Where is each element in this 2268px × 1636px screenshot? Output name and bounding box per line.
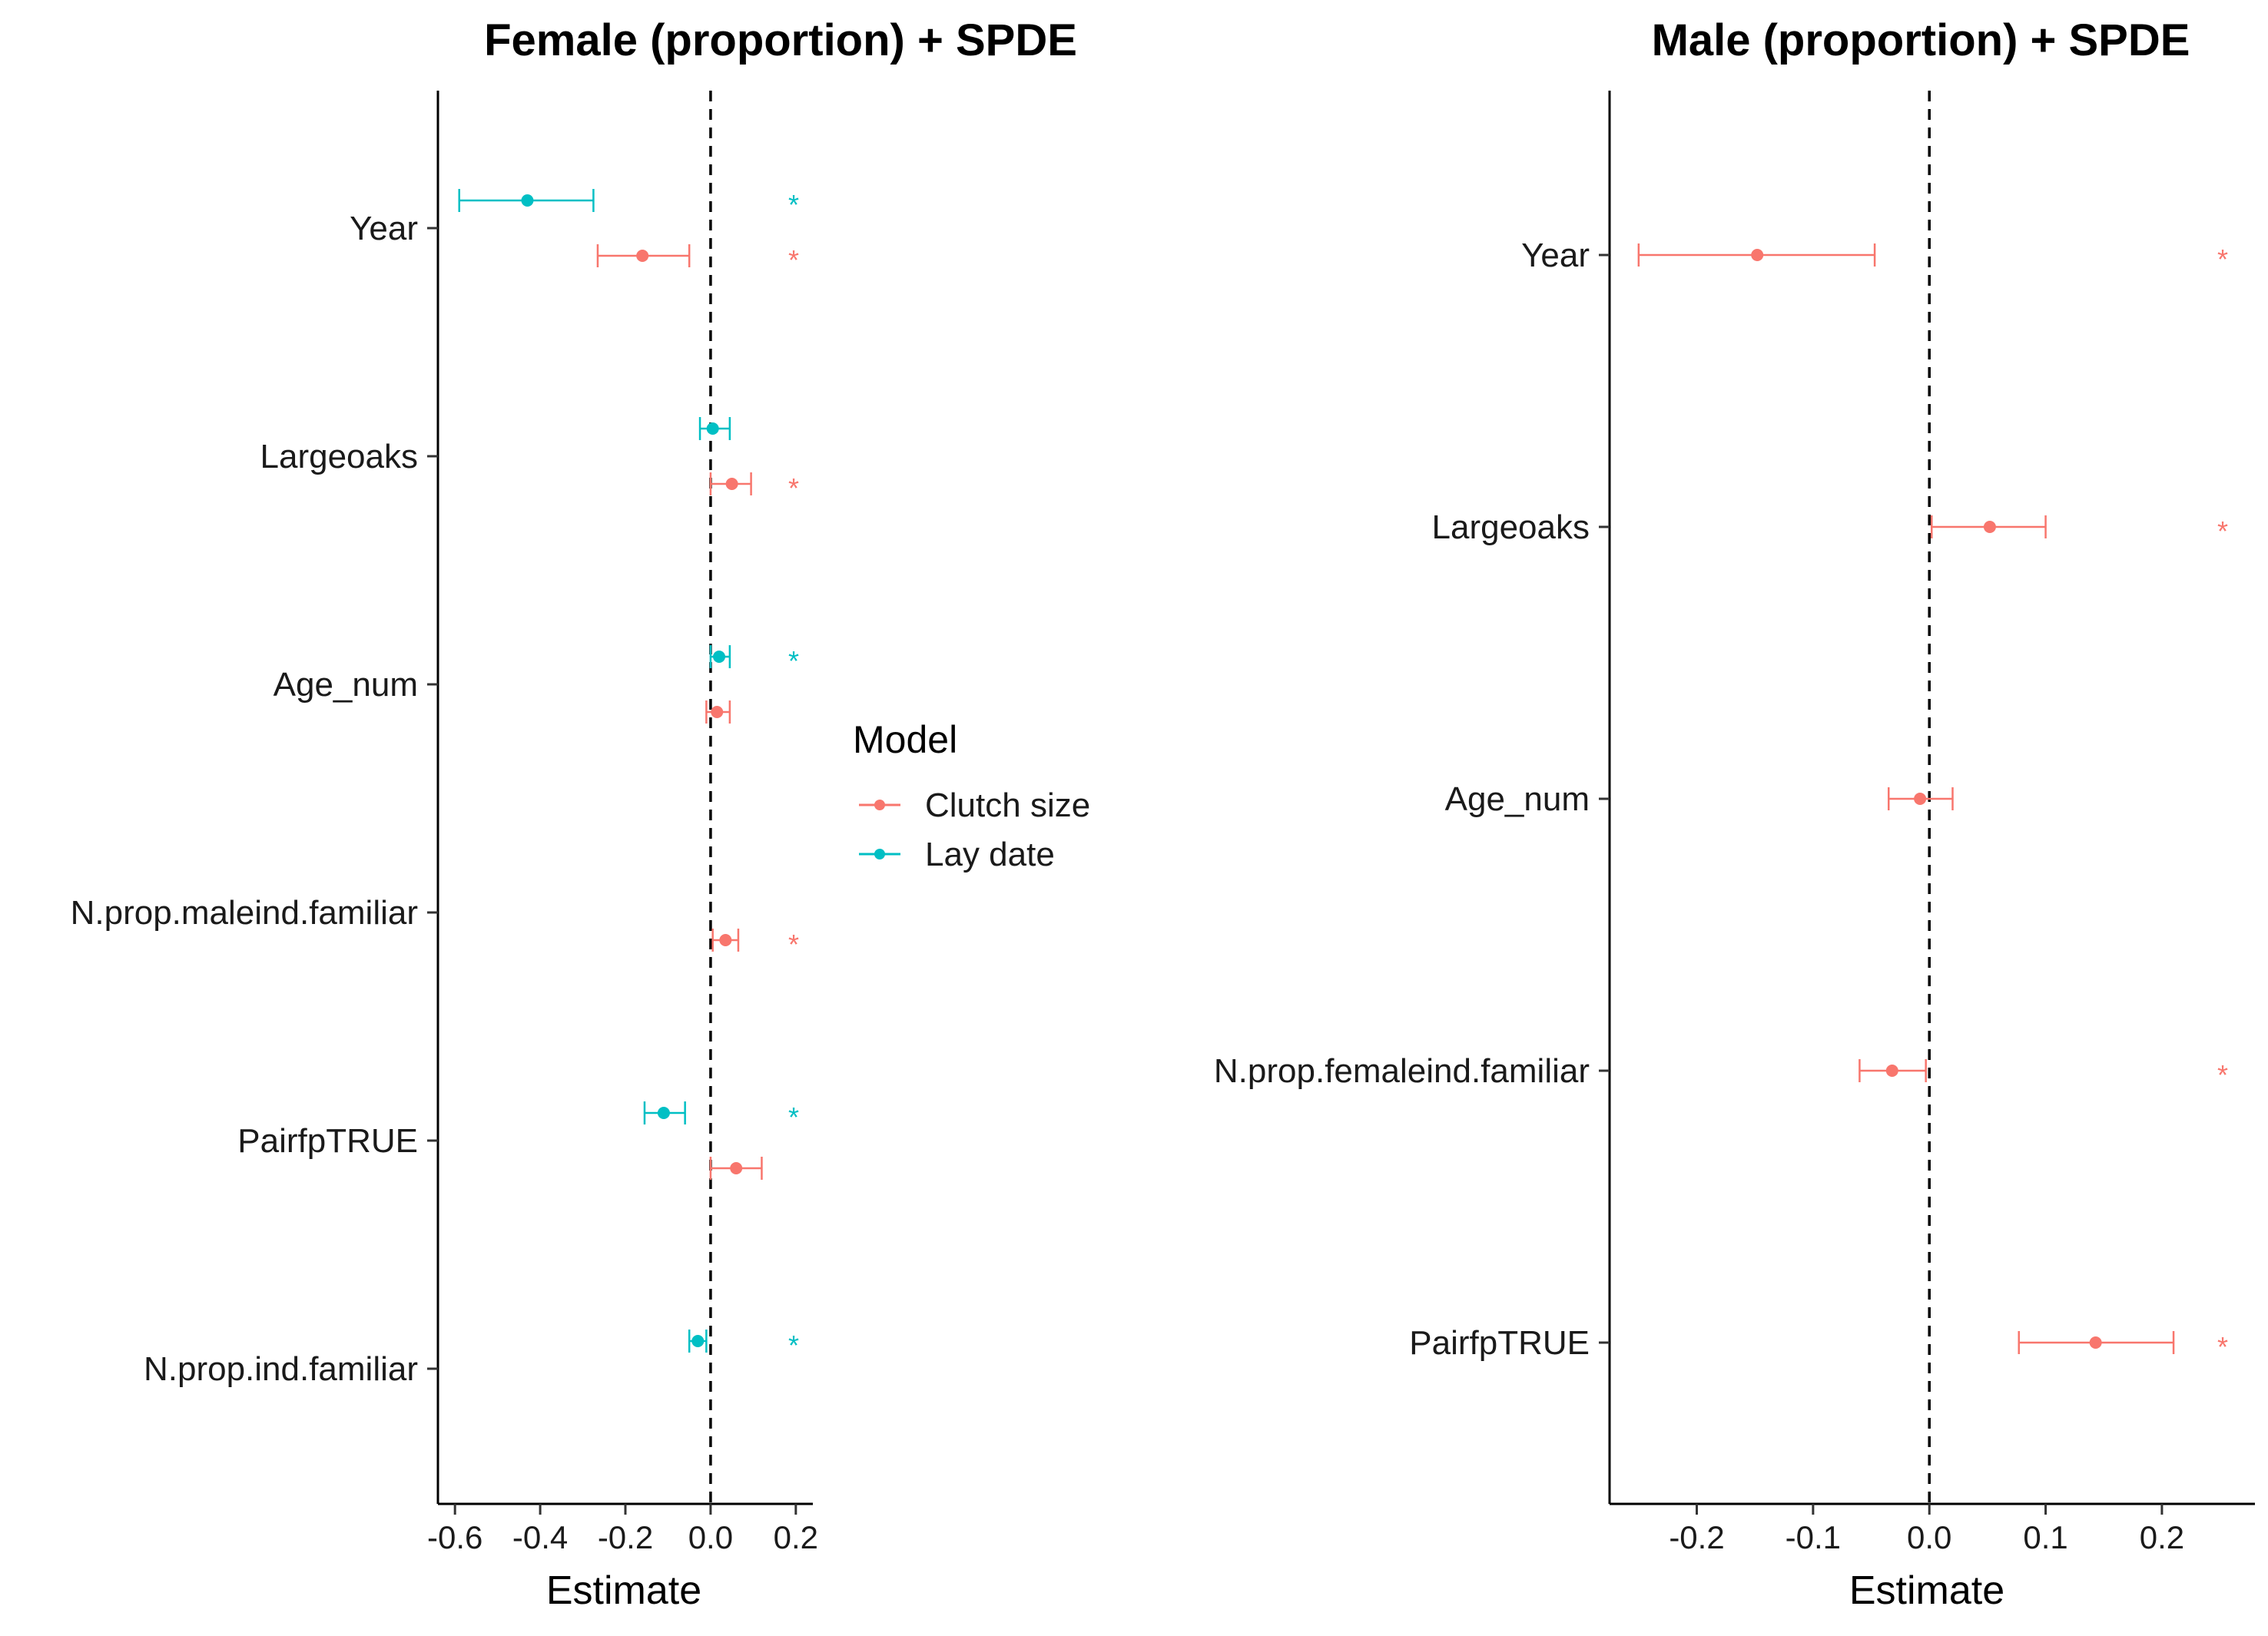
right-x-tick-label: -0.1 — [1786, 1519, 1841, 1555]
left-y-tick-label-n-prop-maleind-familiar: N.prop.maleind.familiar — [71, 894, 418, 932]
left-x-tick-label: -0.6 — [427, 1519, 482, 1555]
right-estimate-point-clutch-size-pairfptrue — [2089, 1336, 2102, 1349]
left-panel-title: Female (proportion) + SPDE — [484, 15, 1077, 65]
right-significance-star: * — [2217, 243, 2228, 275]
legend-label-clutch-size: Clutch size — [925, 787, 1090, 824]
right-estimate-point-clutch-size-n-prop-femaleind-familiar — [1885, 1065, 1898, 1077]
left-estimate-point-lay-date-age-num — [713, 651, 725, 663]
right-y-tick-label-n-prop-femaleind-familiar: N.prop.femaleind.familiar — [1214, 1052, 1590, 1090]
left-estimate-point-lay-date-n-prop-ind-familiar — [691, 1335, 705, 1347]
right-significance-star: * — [2217, 1331, 2228, 1363]
legend: Model Clutch size Lay date — [853, 718, 1090, 873]
left-estimate-point-lay-date-largeoaks — [706, 422, 719, 435]
left-significance-star: * — [788, 929, 799, 960]
left-panel: -0.6 -0.4 -0.2 0.0 0.2 Year Largeoaks Age_num N.… — [71, 91, 818, 1555]
left-significance-star: * — [788, 645, 799, 677]
left-series-clutch-size: * * * — [596, 244, 799, 1180]
right-panel-title: Male (proportion) + SPDE — [1652, 15, 2190, 65]
left-y-tick-label-largeoaks: Largeoaks — [260, 438, 418, 475]
left-significance-star: * — [788, 1330, 799, 1361]
legend-label-lay-date: Lay date — [925, 836, 1055, 873]
left-y-tick-label-year: Year — [350, 210, 418, 247]
legend-title: Model — [853, 718, 957, 761]
left-estimate-point-lay-date-pairfptrue — [657, 1107, 670, 1119]
right-series-clutch-size: * * * * — [1637, 243, 2228, 1363]
left-significance-star: * — [788, 189, 799, 220]
left-y-tick-label-age-num: Age_num — [274, 666, 418, 704]
left-y-tick-label-pairfptrue: PairfpTRUE — [237, 1122, 418, 1160]
right-significance-star: * — [2217, 1059, 2228, 1091]
right-y-tick-label-pairfptrue: PairfpTRUE — [1409, 1324, 1590, 1362]
left-x-tick-label: -0.2 — [598, 1519, 653, 1555]
right-x-tick-label: -0.2 — [1669, 1519, 1724, 1555]
right-x-axis-label: Estimate — [1849, 1568, 2004, 1613]
left-x-tick-label: -0.4 — [512, 1519, 568, 1555]
left-estimate-point-clutch-size-pairfptrue — [730, 1162, 743, 1174]
left-significance-star: * — [788, 1101, 799, 1133]
left-estimate-point-lay-date-year — [521, 194, 534, 207]
left-x-tick-label: 0.0 — [688, 1519, 733, 1555]
legend-item-lay-date: Lay date — [859, 836, 1055, 873]
left-x-axis-label: Estimate — [546, 1568, 701, 1613]
right-estimate-point-clutch-size-largeoaks — [1983, 521, 1996, 533]
left-series-lay-date: * * * * — [458, 189, 799, 1361]
left-estimate-point-clutch-size-largeoaks — [725, 478, 738, 490]
legend-key-point-clutch-size — [874, 800, 885, 810]
left-significance-star: * — [788, 472, 799, 504]
legend-item-clutch-size: Clutch size — [859, 787, 1090, 824]
right-x-tick-label: 0.2 — [2140, 1519, 2184, 1555]
right-y-tick-label-year: Year — [1521, 237, 1590, 274]
legend-key-point-lay-date — [874, 849, 885, 859]
left-estimate-point-clutch-size-age-num — [711, 706, 724, 718]
right-x-tick-label: 0.0 — [1907, 1519, 1951, 1555]
right-estimate-point-clutch-size-age-num — [1914, 793, 1927, 805]
right-panel: -0.2 -0.1 0.0 0.1 0.2 Year Largeoaks Age_num N.p… — [1214, 91, 2255, 1555]
right-y-tick-label-age-num: Age_num — [1445, 780, 1590, 818]
left-significance-star: * — [788, 244, 799, 276]
left-estimate-point-clutch-size-year — [636, 250, 649, 262]
right-significance-star: * — [2217, 515, 2228, 547]
right-estimate-point-clutch-size-year — [1751, 249, 1764, 261]
left-x-tick-label: 0.2 — [774, 1519, 818, 1555]
left-y-tick-label-n-prop-ind-familiar: N.prop.ind.familiar — [144, 1350, 418, 1388]
right-x-tick-label: 0.1 — [2023, 1519, 2067, 1555]
left-estimate-point-clutch-size-n-prop-maleind-familiar — [719, 934, 732, 946]
right-y-tick-label-largeoaks: Largeoaks — [1432, 508, 1590, 546]
